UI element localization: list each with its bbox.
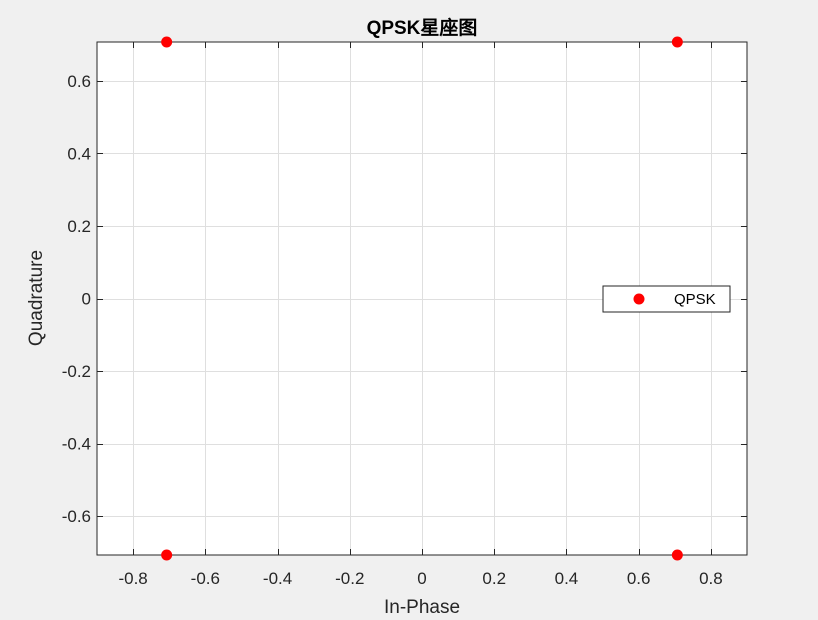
data-point <box>161 36 173 48</box>
legend-label: QPSK <box>674 291 716 308</box>
data-point <box>671 36 683 48</box>
y-tick-label: 0.4 <box>67 144 91 163</box>
legend[interactable]: QPSK <box>602 285 731 313</box>
ticks <box>97 42 747 555</box>
x-tick-label: 0.4 <box>555 569 579 588</box>
data-points <box>161 36 683 561</box>
legend-box <box>602 285 731 313</box>
x-tick-label: 0 <box>417 569 426 588</box>
x-tick-label: -0.6 <box>191 569 220 588</box>
x-axis-label: In-Phase <box>384 597 460 618</box>
x-tick-label: -0.4 <box>263 569 292 588</box>
x-tick-label: 0.8 <box>699 569 723 588</box>
y-tick-label: 0.2 <box>67 217 91 236</box>
x-tick-label: -0.2 <box>335 569 364 588</box>
y-tick-label: 0.6 <box>67 72 91 91</box>
x-tick-label: -0.8 <box>118 569 147 588</box>
y-tick-label: 0 <box>82 290 91 309</box>
y-tick-label: -0.4 <box>62 435 91 454</box>
x-tick-label: 0.2 <box>482 569 506 588</box>
legend-marker <box>633 293 645 305</box>
y-axis-label: Quadrature <box>26 250 47 346</box>
x-tick-labels: -0.8 -0.6 -0.4 -0.2 0 0.2 0.4 0.6 0.8 <box>118 569 722 588</box>
y-tick-labels: -0.6 -0.4 -0.2 0 0.2 0.4 0.6 <box>62 72 91 526</box>
y-tick-label: -0.2 <box>62 362 91 381</box>
y-tick-label: -0.6 <box>62 507 91 526</box>
chart-title: QPSK星座图 <box>367 16 478 39</box>
grid <box>97 42 747 555</box>
data-point <box>671 549 683 561</box>
data-point <box>161 549 173 561</box>
x-tick-label: 0.6 <box>627 569 651 588</box>
